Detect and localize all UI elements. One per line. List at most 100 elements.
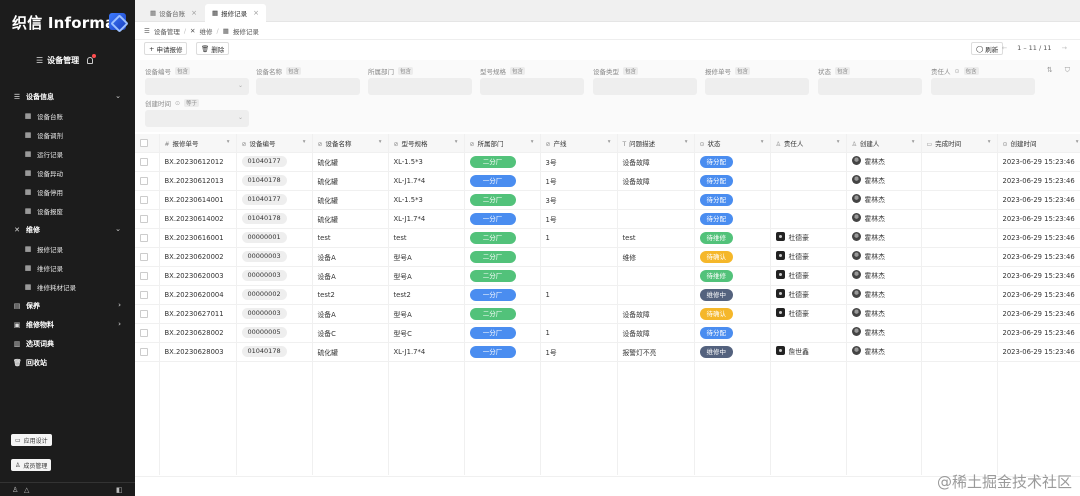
chevron-down-icon[interactable]: ▾	[226, 139, 230, 145]
sort-icon[interactable]: ⇅	[1046, 66, 1053, 74]
row-checkbox[interactable]	[140, 195, 148, 204]
chevron-down-icon[interactable]: ▾	[302, 139, 306, 145]
sidebar-item[interactable]: ▦ 设备报废	[0, 201, 135, 220]
column-header[interactable]: ⊙ 创建时间 ▾	[997, 134, 1080, 153]
apply-repair-button[interactable]: + 申请报修	[144, 42, 188, 55]
tab-device-ledger[interactable]: ▦ 设备台账 ×	[143, 4, 204, 22]
chevron-down-icon[interactable]: ▾	[530, 139, 534, 145]
filter-operator[interactable]: 等于	[184, 99, 200, 107]
row-checkbox[interactable]	[140, 233, 148, 242]
chevron-down-icon[interactable]: ▾	[684, 139, 688, 145]
row-checkbox[interactable]	[140, 214, 148, 223]
filter-input[interactable]	[593, 78, 697, 95]
filter-icon[interactable]: ⛉	[1064, 66, 1070, 74]
delete-button[interactable]: 🗑 删除	[196, 42, 230, 55]
filter-operator[interactable]: 包含	[175, 67, 191, 75]
sidebar-group[interactable]: 🗑 回收站	[0, 353, 135, 372]
sidebar-item[interactable]: ▦ 设备停用	[0, 182, 135, 201]
sidebar-group[interactable]: ▥ 选项词典	[0, 334, 135, 353]
table-row[interactable]: BX.20230620002 00000003 设备A 型号A 二分厂 维修 待确认 杜德豪 霍…	[135, 247, 1080, 267]
table-row[interactable]: BX.20230620003 00000003 设备A 型号A 二分厂 待维修 杜德豪 霍林杰…	[135, 266, 1080, 286]
row-checkbox[interactable]	[140, 176, 148, 185]
column-header[interactable]: ⊘ 型号规格 ▾	[388, 134, 465, 153]
row-checkbox[interactable]	[140, 328, 148, 337]
filter-operator[interactable]: 包含	[835, 67, 851, 75]
breadcrumb-item[interactable]: 维修	[199, 27, 213, 36]
row-checkbox[interactable]	[140, 347, 148, 356]
chevron-down-icon[interactable]: ▾	[911, 139, 915, 145]
column-header[interactable]: # 报修单号 ▾	[159, 134, 237, 153]
filter-operator[interactable]: 包含	[398, 67, 414, 75]
sidebar-item[interactable]: ▦ 设备异动	[0, 163, 135, 182]
column-header[interactable]: T 问题描述 ▾	[617, 134, 695, 153]
filter-operator[interactable]: 包含	[286, 67, 302, 75]
table-row[interactable]: BX.20230628003 01040178 硫化罐 XL-J1.7*4 一分厂 1号 报…	[135, 342, 1080, 362]
table-row[interactable]: BX.20230616001 00000001 test test 二分厂 1 test 待维…	[135, 228, 1080, 248]
sidebar-item[interactable]: ▦ 维修记录	[0, 258, 135, 277]
column-header[interactable]: ⊘ 设备名称 ▾	[312, 134, 389, 153]
column-header[interactable]: ♙ 责任人 ▾	[770, 134, 847, 153]
sidebar-item[interactable]: ▦ 维修耗材记录	[0, 277, 135, 296]
select-all-checkbox[interactable]	[140, 138, 148, 147]
app-title[interactable]: ☰ 设备管理	[36, 54, 97, 66]
chevron-down-icon[interactable]: ▾	[454, 139, 458, 145]
filter-input[interactable]	[931, 78, 1035, 95]
sidebar-group[interactable]: ☰ 设备信息 ⌄	[0, 87, 135, 106]
close-icon[interactable]: ×	[191, 9, 198, 17]
table-row[interactable]: BX.20230620004 00000002 test2 test2 一分厂 1 维修中 杜…	[135, 285, 1080, 305]
next-page-icon[interactable]: →	[1061, 44, 1067, 52]
table-row[interactable]: BX.20230612013 01040178 硫化罐 XL-J1.7*4 一分厂 1号 设…	[135, 171, 1080, 191]
column-header[interactable]: ⊘ 产线 ▾	[540, 134, 618, 153]
sidebar-group[interactable]: ✕ 维修 ⌄	[0, 220, 135, 239]
column-header[interactable]: ⊘ 所属部门 ▾	[464, 134, 541, 153]
row-checkbox[interactable]	[140, 290, 148, 299]
sidebar-item[interactable]: ▦ 设备台账	[0, 106, 135, 125]
sidebar-group[interactable]: ▤ 保养 ›	[0, 296, 135, 315]
row-checkbox[interactable]	[140, 252, 148, 261]
filter-operator[interactable]: 包含	[735, 67, 751, 75]
chevron-down-icon[interactable]: ▾	[1075, 139, 1079, 145]
column-header[interactable]: ▭ 完成时间 ▾	[921, 134, 998, 153]
refresh-button[interactable]: ◯ 刷新	[971, 42, 1004, 55]
sidebar-group[interactable]: ▣ 维修物料 ›	[0, 315, 135, 334]
chevron-down-icon[interactable]: ▾	[378, 139, 382, 145]
filter-input[interactable]	[480, 78, 584, 95]
column-header[interactable]: ⊙ 状态 ▾	[694, 134, 771, 153]
table-row[interactable]: BX.20230628002 00000005 设备C 型号C 一分厂 1 设备故障 待分配 霍…	[135, 323, 1080, 343]
filter-input[interactable]	[368, 78, 472, 95]
chevron-down-icon[interactable]: ▾	[987, 139, 991, 145]
filter-input[interactable]	[818, 78, 922, 95]
table-row[interactable]: BX.20230614001 01040177 硫化罐 XL-1.5*3 二分厂 3号 待分…	[135, 190, 1080, 210]
chevron-down-icon[interactable]: ▾	[607, 139, 611, 145]
column-header[interactable]: ♙ 创建人 ▾	[846, 134, 922, 153]
sidebar-item[interactable]: ▦ 报修记录	[0, 239, 135, 258]
filter-input[interactable]	[256, 78, 360, 95]
row-checkbox[interactable]	[140, 271, 148, 280]
collapse-sidebar-icon[interactable]: ◧	[116, 486, 123, 494]
table-row[interactable]: BX.20230612012 01040177 硫化罐 XL-1.5*3 二分厂 3号 设备…	[135, 152, 1080, 172]
prev-page-icon[interactable]: ←	[1001, 44, 1008, 52]
sidebar-item[interactable]: ▦ 运行记录	[0, 144, 135, 163]
bell-icon[interactable]	[87, 54, 97, 64]
filter-operator[interactable]: 包含	[963, 67, 979, 75]
tab-repair-records[interactable]: ▦ 报修记录 ×	[205, 4, 267, 22]
filter-input[interactable]	[705, 78, 809, 95]
filter-operator[interactable]: 包含	[623, 67, 639, 75]
user-icon[interactable]: ♙	[12, 486, 19, 494]
chevron-down-icon[interactable]: ▾	[836, 139, 840, 145]
breadcrumb-item[interactable]: 设备管理	[153, 27, 180, 36]
member-management-button[interactable]: ♙ 成员管理	[11, 459, 52, 471]
filter-operator[interactable]: 包含	[510, 67, 526, 75]
app-design-button[interactable]: ▭ 应用设计	[11, 434, 52, 446]
table-row[interactable]: BX.20230627011 00000003 设备A 型号A 二分厂 设备故障 待确认 杜德…	[135, 304, 1080, 324]
close-icon[interactable]: ×	[253, 9, 260, 17]
sidebar-item[interactable]: ▦ 设备调剂	[0, 125, 135, 144]
warning-icon[interactable]: △	[24, 486, 30, 494]
filter-input[interactable]: ⌄	[145, 78, 249, 95]
chevron-down-icon[interactable]: ▾	[760, 139, 764, 145]
column-header[interactable]: ⊘ 设备编号 ▾	[236, 134, 313, 153]
row-checkbox[interactable]	[140, 157, 148, 166]
table-row[interactable]: BX.20230614002 01040178 硫化罐 XL-J1.7*4 一分厂 1号 待…	[135, 209, 1080, 229]
row-checkbox[interactable]	[140, 309, 148, 318]
filter-input[interactable]: ⌄	[145, 110, 249, 127]
